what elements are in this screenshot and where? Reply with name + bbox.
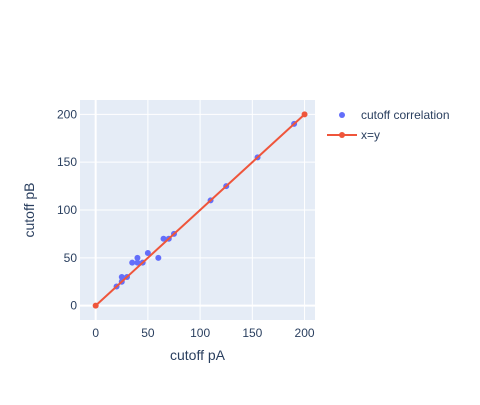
- data-point: [144, 250, 151, 257]
- legend-item: x=y: [327, 128, 380, 142]
- x-tick-label: 50: [141, 326, 155, 340]
- x-tick-label: 150: [242, 326, 262, 340]
- data-point: [92, 302, 99, 309]
- legend: cutoff correlation x=y: [327, 108, 450, 142]
- legend-marker: [339, 132, 345, 138]
- data-point: [129, 259, 136, 266]
- series-line: [94, 113, 306, 307]
- y-tick-label: 50: [64, 251, 78, 265]
- y-tick-label: 100: [57, 203, 77, 217]
- x-axis-title: cutoff pA: [170, 347, 226, 363]
- x-tick-label: 200: [295, 326, 315, 340]
- legend-label: x=y: [361, 128, 380, 142]
- series-layer: [92, 111, 308, 309]
- data-point: [155, 254, 162, 261]
- legend-label: cutoff correlation: [361, 108, 450, 122]
- tick-labels: 0 50 100 150 200 0 50 100 150 200: [57, 107, 315, 340]
- data-point: [301, 111, 308, 118]
- y-axis-title: cutoff pB: [21, 182, 37, 237]
- legend-item: cutoff correlation: [339, 108, 450, 122]
- y-tick-label: 0: [70, 299, 77, 313]
- x-tick-label: 100: [190, 326, 210, 340]
- data-point: [134, 254, 141, 261]
- legend-marker: [339, 112, 345, 118]
- data-point: [160, 235, 167, 242]
- y-tick-label: 200: [57, 107, 77, 121]
- x-tick-label: 0: [92, 326, 99, 340]
- data-point: [134, 259, 141, 266]
- data-point: [118, 273, 125, 280]
- y-tick-label: 150: [57, 155, 77, 169]
